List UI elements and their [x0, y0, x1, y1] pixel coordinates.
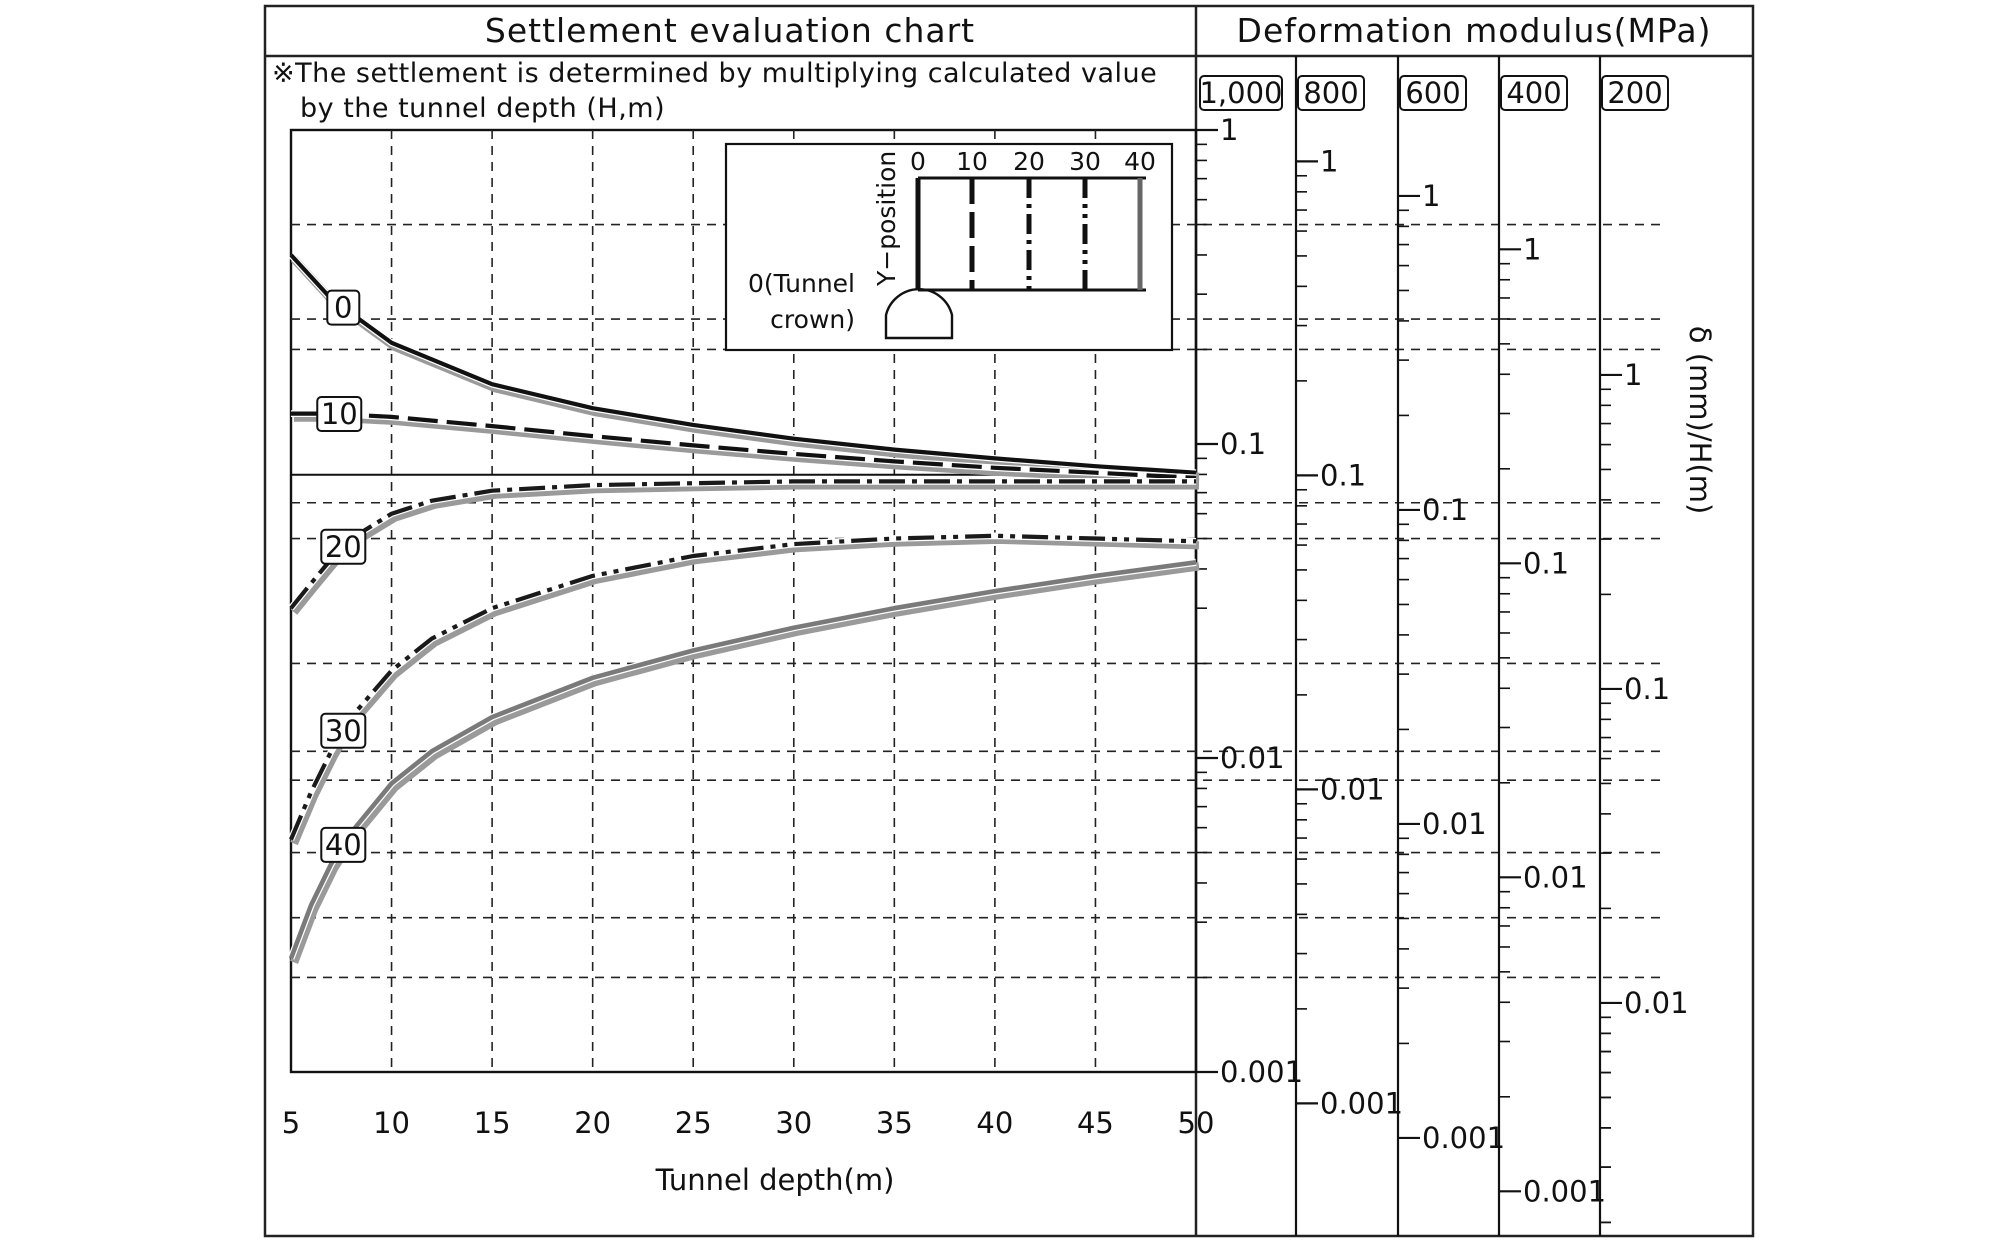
y-tick-label: 1 [1523, 232, 1541, 266]
x-tick-label: 30 [775, 1106, 812, 1140]
modulus-title: Deformation modulus(MPa) [1237, 11, 1712, 50]
series-shadow [294, 413, 1200, 486]
x-tick-label: 10 [373, 1106, 410, 1140]
y-tick-label: 1 [1422, 179, 1440, 213]
inset-crown-label-2: crown) [770, 305, 855, 334]
x-tick-label: 40 [976, 1106, 1013, 1140]
x-tick-label: 25 [675, 1106, 712, 1140]
x-tick-label: 50 [1178, 1106, 1215, 1140]
modulus-box [1601, 75, 1669, 111]
y-tick-label: 0.1 [1220, 427, 1266, 461]
inset-positions: 0 10 20 30 40 [910, 147, 1156, 290]
series-lines [287, 252, 1200, 964]
inset-crown-label-1: 0(Tunnel [748, 269, 855, 298]
modulus-label: 800 [1303, 76, 1358, 110]
y-tick-label: 1 [1220, 113, 1238, 147]
series-halo [291, 410, 1197, 482]
modulus-label: 400 [1506, 76, 1561, 110]
plot-area [289, 128, 1198, 1074]
series-label-box [326, 289, 361, 326]
series-shadow [289, 562, 1200, 964]
series-label-box [316, 396, 363, 433]
modulus-box [1297, 75, 1365, 111]
series-label: 30 [325, 714, 362, 748]
modulus-box [1500, 75, 1568, 111]
y-tick-label: 0.001 [1422, 1121, 1505, 1155]
inset-legend: Y−position 0(Tunnel crown) 0 10 20 30 40 [724, 142, 1174, 352]
outer-frame [263, 4, 1755, 1238]
grid [291, 130, 1660, 1072]
y-tick-label: 0.1 [1422, 493, 1468, 527]
y-tick-label: 1 [1624, 358, 1642, 392]
y-tick-label: 0.01 [1422, 807, 1487, 841]
series-labels: 0 10 20 30 40 [316, 289, 367, 863]
inset-position-label: 0 [910, 147, 926, 176]
y-tick-label: 0.001 [1220, 1055, 1303, 1089]
note-line-2: by the tunnel depth (H,m) [300, 93, 665, 124]
y-tick-label: 0.1 [1624, 672, 1670, 706]
x-tick-label: 20 [574, 1106, 611, 1140]
series-label-box [320, 826, 367, 863]
modulus-box [1399, 75, 1467, 111]
y-axis-label: δ (mm)/H(m) [1683, 326, 1717, 515]
y-tick-label: 1 [1320, 144, 1338, 178]
series-label: 0 [334, 291, 352, 325]
series-label: 20 [325, 530, 362, 564]
y-tick-label: 0.01 [1624, 986, 1689, 1020]
x-axis-ticks: 5 10 15 20 25 30 35 40 45 50 [282, 1106, 1215, 1140]
inset-position-label: 10 [956, 147, 988, 176]
y-tick-label: 0.1 [1523, 546, 1569, 580]
y-tick-label: 0.01 [1320, 772, 1385, 806]
modulus-axes: 1,00010.10.010.00180010.10.010.00160010.… [1196, 56, 1689, 1236]
inset-position-label: 40 [1124, 147, 1156, 176]
y-tick-label: 0.001 [1320, 1086, 1403, 1120]
y-tick-label: 0.1 [1320, 458, 1366, 492]
modulus-label: 600 [1405, 76, 1460, 110]
series-label-box [320, 712, 367, 749]
modulus-box [1199, 75, 1283, 111]
y-tick-label: 0.001 [1523, 1174, 1606, 1208]
x-tick-label: 45 [1077, 1106, 1114, 1140]
x-tick-label: 5 [282, 1106, 300, 1140]
note-line-1: ※The settlement is determined by multipl… [272, 58, 1157, 89]
series-label: 40 [325, 828, 362, 862]
y-tick-label: 0.01 [1523, 860, 1588, 894]
modulus-label: 1,000 [1199, 76, 1282, 110]
inset-y-label: Y−position [872, 151, 901, 287]
series-label-box [320, 528, 367, 565]
inset-position-label: 20 [1013, 147, 1045, 176]
x-tick-label: 15 [474, 1106, 511, 1140]
series-label: 10 [321, 397, 358, 431]
series-line-10 [291, 411, 1197, 480]
y-tick-label: 0.01 [1220, 741, 1285, 775]
modulus-label: 200 [1607, 76, 1662, 110]
chart-title: Settlement evaluation chart [485, 11, 975, 50]
x-axis-label: Tunnel depth(m) [655, 1163, 895, 1197]
inset-position-label: 30 [1069, 147, 1101, 176]
x-tick-label: 35 [876, 1106, 913, 1140]
series-shadow [290, 535, 1200, 846]
series-line-0 [289, 253, 1197, 475]
